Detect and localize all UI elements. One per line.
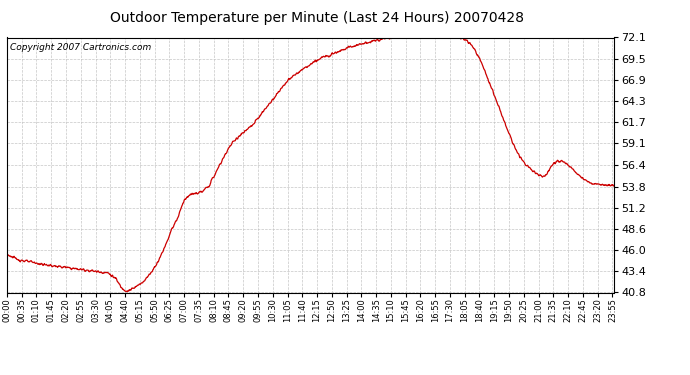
Text: Copyright 2007 Cartronics.com: Copyright 2007 Cartronics.com [10,43,151,52]
Text: Outdoor Temperature per Minute (Last 24 Hours) 20070428: Outdoor Temperature per Minute (Last 24 … [110,11,524,25]
